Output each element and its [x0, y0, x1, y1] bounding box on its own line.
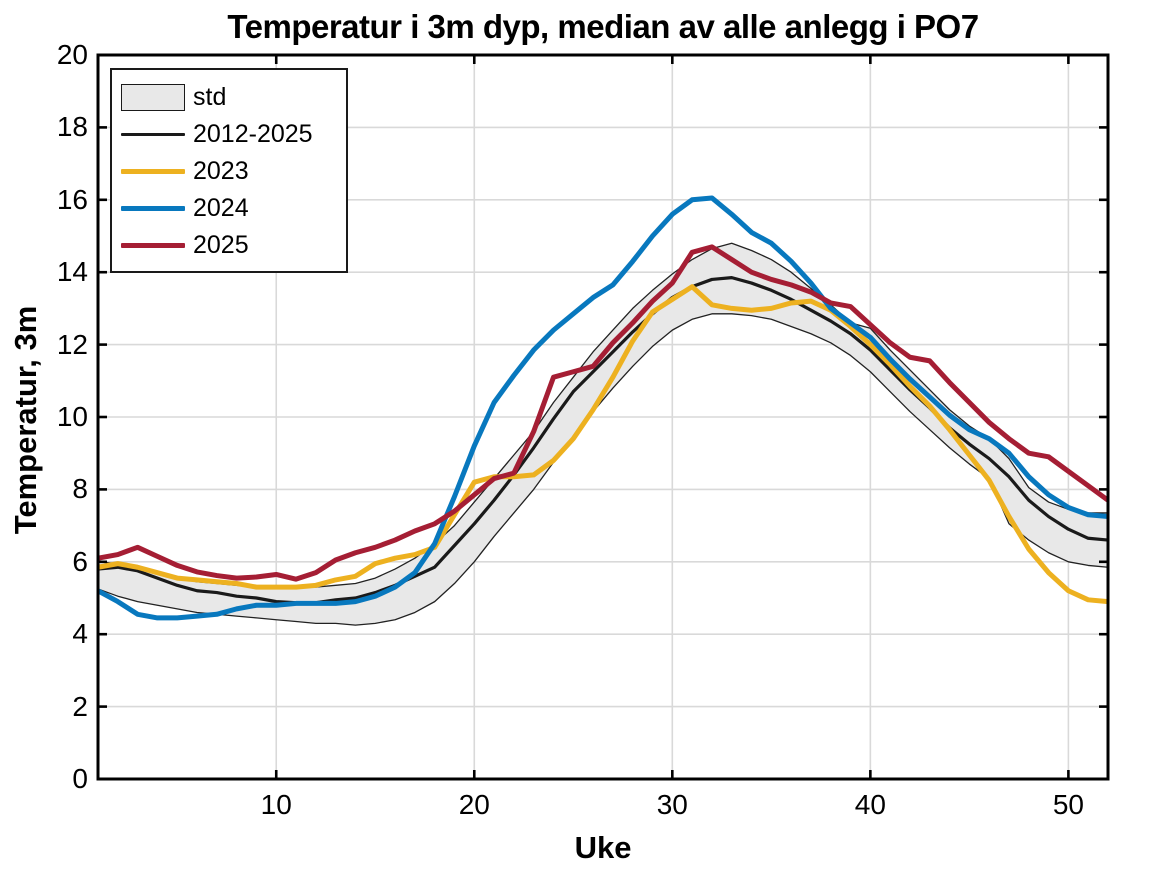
legend-label: 2012-2025: [193, 120, 313, 148]
legend-item-std: std: [121, 79, 346, 116]
y-tick-20: 20: [56, 39, 88, 70]
legend-label: 2024: [193, 194, 249, 222]
y-tick-16: 16: [56, 183, 88, 215]
x-tick-40: 40: [854, 789, 886, 820]
x-tick-10: 10: [260, 789, 292, 820]
legend-line-swatch: [121, 132, 185, 137]
line-2025: [97, 244, 1110, 582]
legend-line-swatch: [121, 206, 185, 211]
x-tick-50: 50: [1052, 789, 1084, 820]
x-tick-20: 20: [458, 789, 490, 820]
y-tick-18: 18: [56, 111, 88, 143]
legend-line-swatch: [121, 243, 185, 248]
y-tick-0: 0: [72, 763, 88, 794]
legend-item-2025: 2025: [121, 227, 346, 264]
legend: std 2012-2025 2023 2024 2025: [110, 68, 348, 273]
legend-label: 2023: [193, 157, 249, 185]
legend-item-2012-2025: 2012-2025: [121, 116, 346, 153]
x-axis-label: Uke: [574, 830, 632, 865]
legend-item-2023: 2023: [121, 153, 346, 190]
legend-std-patch: [121, 84, 185, 111]
legend-item-2024: 2024: [121, 190, 346, 227]
x-tick-30: 30: [656, 789, 688, 820]
legend-label: 2025: [193, 231, 249, 259]
y-tick-8: 8: [72, 473, 88, 505]
y-tick-12: 12: [56, 328, 88, 360]
y-tick-10: 10: [56, 401, 88, 432]
line-2024: [96, 195, 1109, 621]
y-tick-4: 4: [72, 618, 88, 650]
y-tick-14: 14: [56, 256, 88, 288]
y-tick-2: 2: [72, 690, 88, 722]
legend-line-swatch: [121, 169, 185, 174]
legend-label: std: [193, 83, 227, 111]
axis-ticks: [98, 53, 1108, 781]
chart-title: Temperatur i 3m dyp, median av alle anle…: [227, 8, 979, 45]
series-lines: [96, 195, 1110, 621]
line-2023: [97, 284, 1109, 605]
y-tick-6: 6: [72, 545, 88, 577]
